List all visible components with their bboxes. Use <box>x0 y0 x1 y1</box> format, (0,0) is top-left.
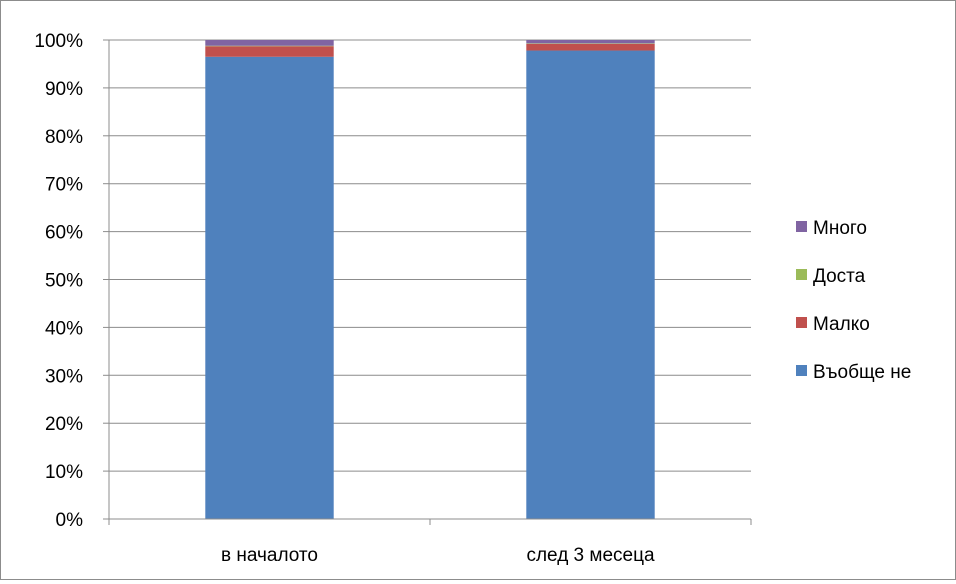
y-tick-label: 80% <box>45 127 83 148</box>
legend-label: Въобще не <box>813 362 911 383</box>
y-tick-label: 20% <box>45 414 83 435</box>
y-tick-label: 50% <box>45 271 83 292</box>
y-tick-label: 30% <box>45 366 83 387</box>
legend-swatch <box>796 221 807 232</box>
legend-swatch <box>796 365 807 376</box>
y-tick-label: 70% <box>45 175 83 196</box>
y-tick-label: 90% <box>45 79 83 100</box>
y-tick-label: 100% <box>34 31 83 52</box>
legend-label: Доста <box>813 266 866 287</box>
legend-swatch <box>796 317 807 328</box>
y-tick-label: 0% <box>56 510 84 531</box>
legend-label: Много <box>813 218 867 239</box>
bar-segment-Малко <box>526 44 654 51</box>
y-tick-label: 60% <box>45 223 83 244</box>
bar-segment-Малко <box>205 46 333 57</box>
legend: Много Доста Малко Въобще не <box>796 218 911 383</box>
x-category-label: след 3 месеца <box>526 545 655 566</box>
legend-label: Малко <box>813 314 870 335</box>
bar-segment-Въобще не <box>526 51 654 519</box>
bar-segment-Въобще не <box>205 57 333 519</box>
x-category-label: в началото <box>221 545 318 566</box>
y-tick-label: 10% <box>45 462 83 483</box>
bar-segment-Много <box>526 40 654 43</box>
legend-swatch <box>796 269 807 280</box>
y-tick-label: 40% <box>45 318 83 339</box>
bar-segment-Много <box>205 40 333 46</box>
